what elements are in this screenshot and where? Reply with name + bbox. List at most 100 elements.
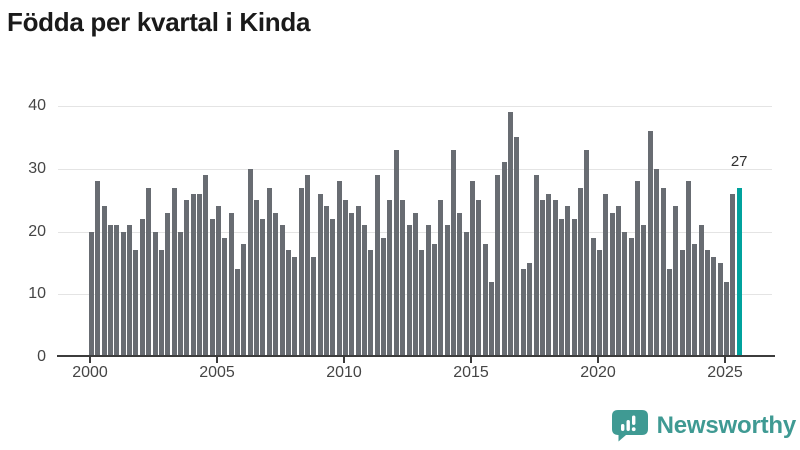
bar [654,168,660,357]
y-axis-label: 0 [37,348,46,365]
bar [457,212,463,357]
bar [139,218,145,357]
bar [216,206,221,357]
bar [393,149,399,357]
bar [552,200,558,357]
bar [476,200,482,357]
x-axis-label: 2000 [72,364,108,381]
bar [406,225,412,357]
x-axis-tick [597,357,599,363]
bar [431,244,437,357]
bar [95,181,101,357]
bar [400,200,406,357]
bar [495,175,501,357]
bar [266,187,272,357]
x-axis-label: 2025 [707,364,743,381]
bar [597,250,602,357]
bar [571,218,577,357]
bar [609,212,615,357]
bar [355,206,361,357]
bar [127,225,133,357]
bar [330,218,336,357]
bar [158,250,164,357]
bar [527,262,533,357]
bar [247,168,253,357]
bar [470,181,475,357]
bar [622,231,628,357]
y-axis-label: 10 [28,285,46,303]
bar [641,225,647,357]
bar [298,187,304,357]
bar [89,231,94,357]
bar [584,149,590,357]
bar [577,187,583,357]
gridline [58,106,772,107]
bar [114,225,120,357]
bar [209,218,215,357]
bar [203,175,209,357]
bar [514,137,520,357]
bar [133,250,139,357]
bar [292,256,298,357]
newsworthy-logo-icon [611,410,648,442]
bar [450,149,456,357]
bar [666,269,672,357]
bar [565,206,571,357]
bar [558,218,564,357]
bar [336,181,342,357]
bar [222,237,228,357]
bar [260,218,266,357]
highlighted-bar [736,187,742,357]
bar [698,225,704,357]
bar [533,175,539,357]
bar [704,250,710,357]
brand-name: Newsworthy [656,412,797,439]
x-axis-label: 2010 [326,364,362,381]
x-axis-line [57,355,775,357]
y-axis-label: 40 [28,97,46,114]
bar [508,112,514,357]
bar [368,250,374,357]
bar [362,225,368,357]
bar [101,206,107,357]
bar [692,244,698,357]
bar [489,281,495,357]
bar [603,193,609,357]
bar [184,200,190,357]
last-value-label: 27 [730,153,748,170]
x-axis-tick [724,357,726,363]
bar [120,231,126,357]
bar [482,244,488,357]
bar [412,212,418,357]
bar [539,200,545,357]
bar [279,225,285,357]
bar [444,225,450,357]
bar [438,200,444,357]
x-axis-label: 2015 [453,364,489,381]
bar [241,244,247,357]
x-axis-tick [216,357,218,363]
bar [628,237,634,357]
bar [419,250,425,357]
bar [273,212,279,357]
bar [349,212,355,357]
x-axis-tick [343,357,345,363]
bar [177,231,183,357]
bar [590,237,596,357]
x-axis-label: 2005 [199,364,235,381]
bar [425,225,431,357]
bar [520,269,526,357]
bar [679,250,685,357]
bar [196,193,202,357]
bar [254,200,260,357]
gridline [58,168,772,170]
bar [235,269,241,357]
bar [635,181,641,357]
bar [717,262,723,357]
bar [108,225,114,357]
bar [343,200,348,357]
bar [311,256,317,357]
bar [146,187,152,357]
bar [387,200,393,357]
